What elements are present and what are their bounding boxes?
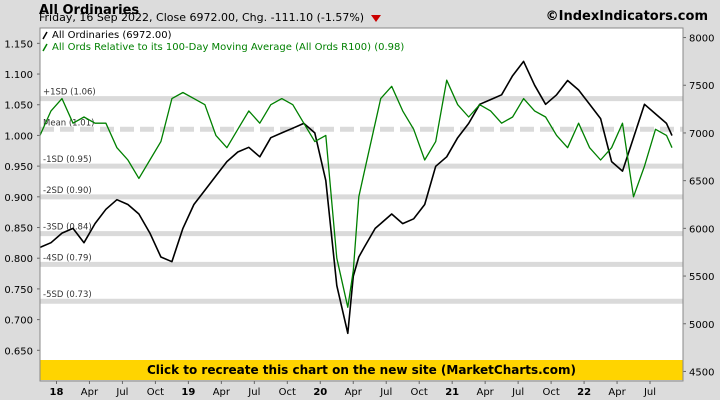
- x-tick-label-5: Apr: [213, 387, 231, 398]
- band-label-4: -3SD (0.84): [43, 223, 92, 233]
- x-tick-label-10: Jul: [379, 387, 392, 398]
- left-tick-label-5: 0.900: [4, 193, 33, 204]
- left-tick-label-4: 0.950: [4, 162, 33, 173]
- left-tick-label-3: 1.000: [4, 131, 33, 142]
- x-tick-label-16: 22: [577, 387, 591, 398]
- x-tick-label-15: Oct: [542, 387, 559, 398]
- std-dev-bands: +1SD (1.06) Mean (1.01) -1SD (0.95) -2SD (0…: [40, 88, 683, 304]
- left-tick-label-9: 0.700: [4, 316, 33, 327]
- left-tick-label-7: 0.800: [4, 254, 33, 265]
- band-label-5: -4SD (0.79): [43, 253, 92, 263]
- band-label-1: Mean (1.01): [43, 118, 94, 128]
- x-tick-label-6: Jul: [247, 387, 260, 398]
- down-arrow-icon: [370, 15, 381, 22]
- x-tick-label-17: Apr: [608, 387, 626, 398]
- right-tick-label-2: 7000: [689, 129, 714, 140]
- left-tick-label-0: 1.150: [4, 39, 33, 50]
- legend-marker-1: [42, 43, 48, 52]
- x-tick-label-14: Jul: [511, 387, 524, 398]
- right-axis: 8000 7500 7000 6500 6000 5500 5000 4500: [683, 34, 714, 378]
- band-label-6: -5SD (0.73): [43, 290, 92, 300]
- right-tick-label-4: 6000: [689, 224, 714, 235]
- x-tick-label-0: 18: [50, 387, 64, 398]
- band-label-0: +1SD (1.06): [43, 88, 96, 98]
- chart-subtitle-text: Friday, 16 Sep 2022, Close 6972.00, Chg.…: [39, 11, 365, 24]
- chart-title: All Ordinaries: [39, 3, 140, 18]
- cta-banner[interactable]: [40, 360, 683, 380]
- right-tick-label-1: 7500: [689, 81, 714, 92]
- series-lines: [39, 60, 673, 335]
- legend-label-0: All Ordinaries (6972.00): [52, 30, 172, 41]
- right-tick-label-3: 6500: [689, 177, 714, 188]
- right-tick-label-6: 5000: [689, 320, 714, 331]
- x-tick-label-4: 19: [181, 387, 195, 398]
- chart-subtitle: Friday, 16 Sep 2022, Close 6972.00, Chg.…: [39, 11, 381, 24]
- right-tick-label-0: 8000: [689, 34, 714, 45]
- x-tick-label-1: Apr: [81, 387, 99, 398]
- x-tick-label-2: Jul: [115, 387, 128, 398]
- plot-background: [40, 28, 683, 360]
- legend-marker-0: [42, 31, 48, 40]
- x-tick-label-3: Oct: [147, 387, 164, 398]
- band-label-2: -1SD (0.95): [43, 155, 92, 165]
- band-label-3: -2SD (0.90): [43, 186, 92, 196]
- chart-title-block: All Ordinaries: [39, 0, 139, 18]
- right-tick-label-5: 5500: [689, 272, 714, 283]
- x-tick-label-12: 21: [445, 387, 459, 398]
- series-line-1: [39, 79, 673, 308]
- x-tick-label-13: Apr: [476, 387, 494, 398]
- plot-frame: [39, 27, 684, 382]
- x-tick-label-8: 20: [313, 387, 327, 398]
- series-line-0: [39, 60, 673, 335]
- x-tick-label-11: Oct: [411, 387, 428, 398]
- right-tick-label-7: 4500: [689, 367, 714, 378]
- site-watermark: ©IndexIndicators.com: [545, 9, 708, 24]
- left-tick-label-1: 1.100: [4, 70, 33, 81]
- x-tick-label-9: Apr: [345, 387, 363, 398]
- legend-label-1: All Ords Relative to its 100-Day Moving …: [52, 42, 404, 53]
- left-tick-label-6: 0.850: [4, 224, 33, 235]
- left-tick-label-10: 0.650: [4, 346, 33, 357]
- x-axis: 18 Apr Jul Oct 19 Apr Jul Oct 20 Apr Jul Oct 21 Apr Ju…: [39, 27, 684, 398]
- left-tick-label-8: 0.750: [4, 285, 33, 296]
- cta-text[interactable]: Click to recreate this chart on the new …: [147, 363, 576, 377]
- x-tick-label-7: Oct: [279, 387, 296, 398]
- left-axis: 1.150 1.100 1.050 1.000 0.950 0.900 0.850 0.800…: [4, 39, 40, 357]
- x-tick-label-18: Jul: [643, 387, 656, 398]
- left-tick-label-2: 1.050: [4, 101, 33, 112]
- legend: All Ordinaries (6972.00)All Ords Relativ…: [42, 30, 404, 53]
